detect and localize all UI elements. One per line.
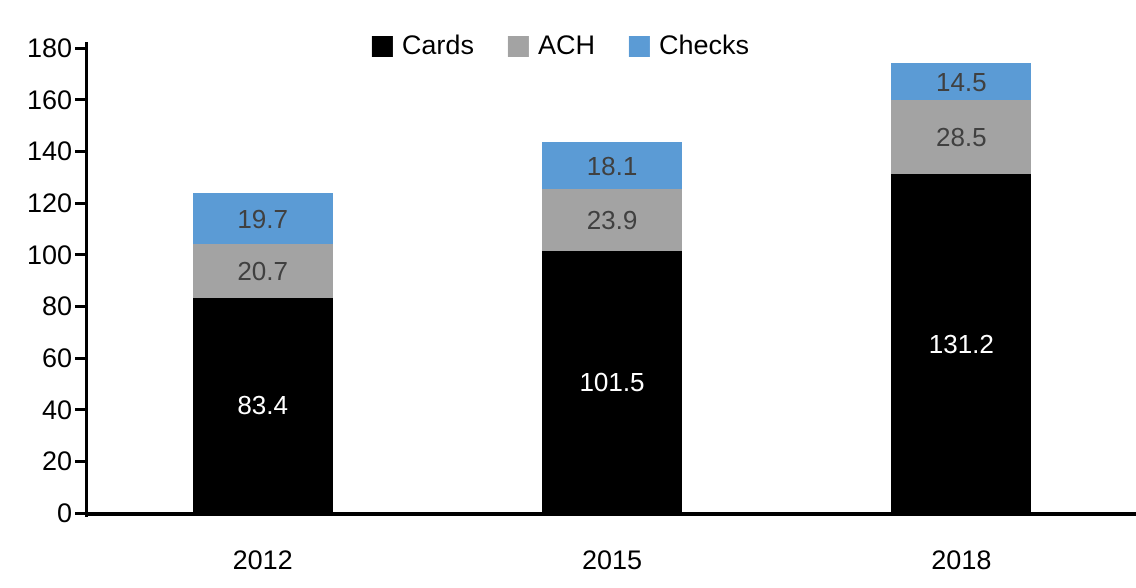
legend-label: ACH (537, 30, 595, 60)
legend-swatch-cards (371, 36, 393, 57)
bar-segment-ach: 28.5 (891, 100, 1032, 175)
bar-segment-ach: 20.7 (192, 244, 333, 298)
y-axis-line (85, 42, 88, 517)
y-axis-tick (75, 304, 88, 308)
bar-segment-checks: 14.5 (891, 62, 1032, 101)
segment-value-label: 23.9 (586, 204, 638, 235)
y-axis-tick (75, 201, 88, 205)
bar-2015: 101.5 23.9 18.1 (542, 142, 682, 513)
segment-value-label: 18.1 (586, 150, 638, 181)
segment-value-label: 14.5 (936, 66, 987, 97)
y-axis-tick-label: 80 (41, 291, 72, 322)
legend-label: Checks (658, 30, 749, 60)
y-axis-tick-label: 0 (56, 498, 72, 528)
y-axis-tick (75, 46, 88, 50)
bar-segment-checks: 18.1 (542, 142, 682, 190)
y-axis-tick (75, 356, 88, 360)
y-axis-tick (75, 253, 88, 257)
y-axis-tick (75, 98, 88, 102)
bar-segment-cards: 101.5 (542, 250, 682, 513)
x-axis-label-2018: 2018 (931, 545, 992, 575)
bar-segment-cards: 83.4 (192, 297, 333, 513)
bar-segment-ach: 23.9 (542, 189, 682, 251)
y-axis-tick-label: 20 (41, 446, 72, 477)
y-axis-tick-label: 140 (26, 136, 72, 167)
legend-swatch-ach (507, 36, 529, 57)
y-axis-tick (75, 149, 88, 153)
bar-segment-checks: 19.7 (192, 193, 333, 245)
legend-item-ach: ACH (507, 30, 595, 61)
y-axis-tick-label: 160 (26, 84, 72, 115)
y-axis-tick-label: 120 (26, 188, 72, 218)
bar-segment-cards: 131.2 (891, 174, 1032, 513)
segment-value-label: 28.5 (936, 122, 987, 153)
x-axis-label-2012: 2012 (232, 545, 293, 575)
segment-value-label: 101.5 (579, 366, 645, 397)
y-axis-tick (75, 511, 88, 515)
y-axis-tick-label: 100 (26, 239, 72, 270)
y-axis-tick-label: 60 (41, 343, 72, 373)
y-axis-tick (75, 408, 88, 412)
segment-value-label: 83.4 (237, 390, 288, 421)
x-axis-line (85, 512, 1136, 516)
bar-2018: 131.2 28.5 14.5 (891, 62, 1032, 513)
y-axis-tick-label: 40 (41, 394, 72, 425)
bar-2012: 83.4 20.7 19.7 (192, 193, 333, 513)
y-axis-tick (75, 459, 88, 463)
segment-value-label: 20.7 (237, 255, 288, 286)
x-axis-label-2015: 2015 (581, 545, 643, 575)
legend-item-cards: Cards (371, 30, 474, 61)
legend-label: Cards (401, 30, 474, 60)
legend-item-checks: Checks (628, 30, 749, 61)
legend-swatch-checks (628, 36, 650, 57)
segment-value-label: 131.2 (928, 328, 994, 359)
y-axis-tick-label: 180 (26, 33, 72, 63)
segment-value-label: 19.7 (237, 203, 288, 234)
legend: Cards ACH Checks (371, 30, 749, 61)
